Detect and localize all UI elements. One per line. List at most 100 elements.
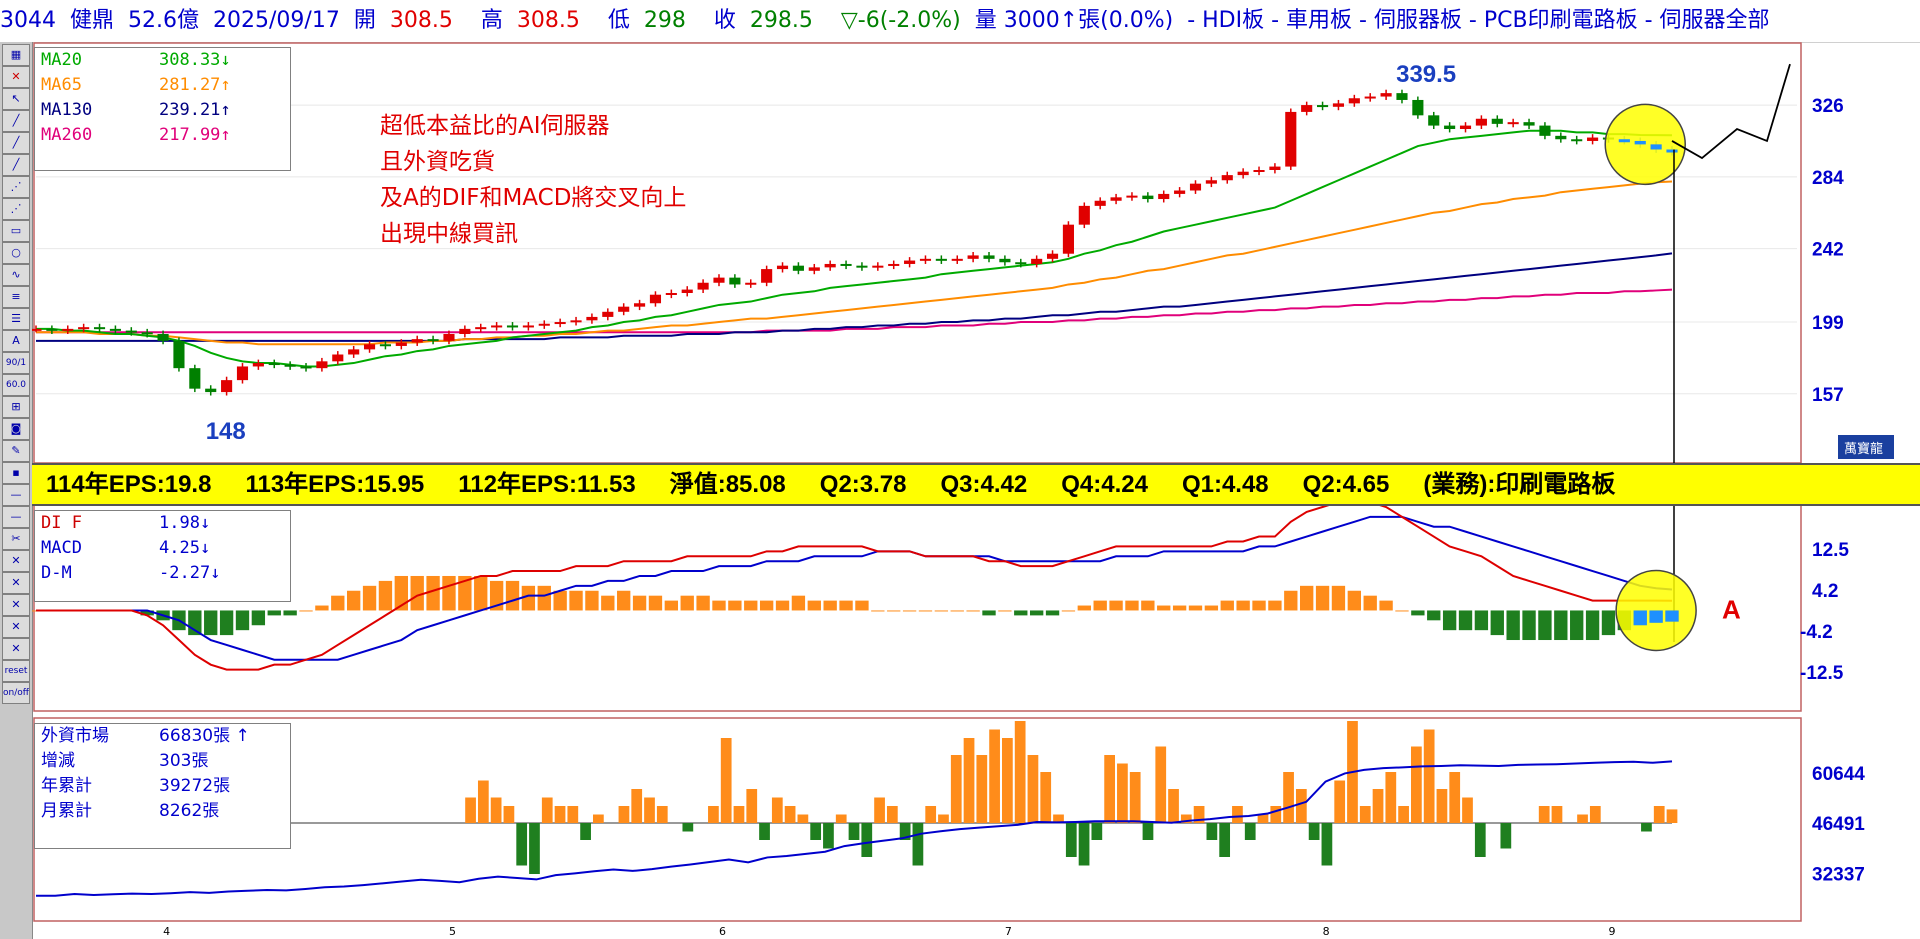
pointer-icon[interactable]: ↖: [2, 88, 30, 110]
scissors-icon[interactable]: ✂: [2, 528, 30, 550]
reset-icon[interactable]: reset: [2, 660, 30, 682]
macd-tick-label: -12.5: [1800, 663, 1844, 684]
macd-hist-bar: [791, 595, 806, 611]
candle-body: [1285, 111, 1297, 167]
foreign-row: 月累計 8262張: [35, 799, 290, 824]
macd-hist-bar: [283, 610, 297, 616]
annotation-line: 出現中線買訊: [380, 221, 518, 247]
macd-hist-bar: [871, 610, 885, 612]
price-tick-label: 199: [1812, 313, 1844, 334]
candle-body: [1459, 125, 1472, 129]
foreign-change-value: 303張: [159, 751, 209, 771]
recent-hist-bar: [1649, 610, 1663, 623]
onoff-icon[interactable]: on/off: [2, 682, 30, 704]
cross-icon[interactable]: ✕: [2, 638, 30, 660]
netbuy-bar: [976, 755, 988, 823]
macd-hist-bar: [1427, 610, 1441, 621]
price-panel-frame: [33, 42, 1802, 464]
netbuy-bar: [720, 738, 732, 823]
car-icon[interactable]: ◙: [2, 418, 30, 440]
drawing-toolbar: ▦ ✕ ↖ ╱ ╱ ╱ ⋰ ⋰ ▭ ○ ∿ ≡ ☰ A 90/1 60.0 ⊞ ◙ ✎ ▪ — — ✂ ✕ ✕ ✕ ✕ ✕ reset o…: [0, 42, 33, 939]
macd-hist-bar: [1220, 600, 1234, 611]
macd-hist-bar: [998, 610, 1012, 612]
rectangle-icon[interactable]: ▭: [2, 220, 30, 242]
foreign-holding-name: 外資市場: [41, 726, 109, 746]
text-icon[interactable]: A: [2, 330, 30, 352]
ratio-icon[interactable]: 60.0: [2, 374, 30, 396]
cross-icon[interactable]: ✕: [2, 572, 30, 594]
grid-icon[interactable]: ▦: [2, 44, 30, 66]
eps-item: 113年EPS:15.95: [245, 471, 425, 498]
netbuy-bar: [759, 823, 770, 840]
minus-icon[interactable]: —: [2, 506, 30, 528]
cross-icon[interactable]: ✕: [2, 550, 30, 572]
candle-body: [983, 255, 995, 259]
zoom-icon[interactable]: ⊞: [2, 396, 30, 418]
dm-name: D-M: [41, 563, 72, 583]
netbuy-bar: [1244, 823, 1256, 840]
open-label: 開: [353, 8, 376, 33]
foreign-legend: 外資市場 66830張 ↑ 增減 303張 年累計 39272張 月累計 8262張: [34, 723, 291, 849]
ma260-line: [36, 288, 1673, 334]
candle-body: [538, 323, 550, 326]
foreign-netbuy-bars: [36, 721, 1678, 874]
netbuy-bar: [1129, 772, 1141, 823]
candle-body: [761, 269, 773, 283]
macd-hist-bar: [489, 580, 504, 611]
macd-hist-bar: [648, 595, 663, 611]
candle-body: [1587, 137, 1599, 141]
candle-body: [649, 294, 662, 304]
netbuy-bar: [1551, 806, 1563, 823]
macd-hist-bar: [1172, 605, 1187, 611]
circle-icon[interactable]: ○: [2, 242, 30, 264]
cross-icon[interactable]: ✕: [2, 594, 30, 616]
line-icon[interactable]: ╱: [2, 154, 30, 176]
pencil-icon[interactable]: ✎: [2, 440, 30, 462]
fan-icon[interactable]: ⋰: [2, 198, 30, 220]
close-icon[interactable]: ✕: [2, 66, 30, 88]
candle-body: [1475, 118, 1487, 126]
netbuy-bar: [618, 806, 630, 823]
candle-body: [363, 344, 376, 350]
macd-hist-bar: [521, 585, 536, 611]
netbuy-bar: [1423, 729, 1435, 823]
quote-date: 2025/09/17: [213, 8, 340, 33]
date-tick-label: 9: [1608, 925, 1615, 938]
ma20-row: MA20 308.33↓: [35, 48, 290, 73]
candle-body: [32, 328, 42, 331]
eps-info-bar: 114年EPS:19.8 113年EPS:15.95 112年EPS:11.53 淨值…: [32, 463, 1920, 506]
macd-hist-bar: [1252, 600, 1266, 611]
candle-body: [1396, 93, 1408, 100]
macd-lines: [36, 501, 1673, 671]
candle-body: [459, 328, 471, 334]
netbuy-bar: [1538, 806, 1550, 823]
list-icon[interactable]: ☰: [2, 308, 30, 330]
netbuy-bar: [682, 823, 694, 832]
candle-body: [395, 342, 407, 346]
fan-icon[interactable]: ⋰: [2, 176, 30, 198]
minus-icon[interactable]: —: [2, 484, 30, 506]
candle-body: [824, 263, 836, 268]
color-icon[interactable]: ▪: [2, 462, 30, 484]
candle-body: [332, 354, 344, 362]
angle-icon[interactable]: 90/1: [2, 352, 30, 374]
parallel-icon[interactable]: ≡: [2, 286, 30, 308]
eps-item: Q3:4.42: [940, 471, 1028, 498]
netbuy-bar: [1027, 755, 1039, 823]
price-tick-label: 242: [1812, 240, 1844, 261]
netbuy-bar: [580, 823, 591, 840]
macd-hist-bar: [569, 590, 583, 611]
foreign-axis: 60644 46491 32337: [1812, 764, 1865, 885]
eps-item: 114年EPS:19.8: [46, 471, 212, 498]
candle-body: [411, 339, 423, 343]
netbuy-bar: [989, 729, 1000, 823]
line-icon[interactable]: ╱: [2, 110, 30, 132]
netbuy-bar: [733, 806, 745, 823]
candle-body: [173, 340, 185, 369]
cross-icon[interactable]: ✕: [2, 616, 30, 638]
netbuy-bar: [708, 806, 719, 823]
wave-icon[interactable]: ∿: [2, 264, 30, 286]
macd-hist-bar: [235, 610, 250, 631]
macd-hist-bar: [982, 610, 996, 616]
line-icon[interactable]: ╱: [2, 132, 30, 154]
